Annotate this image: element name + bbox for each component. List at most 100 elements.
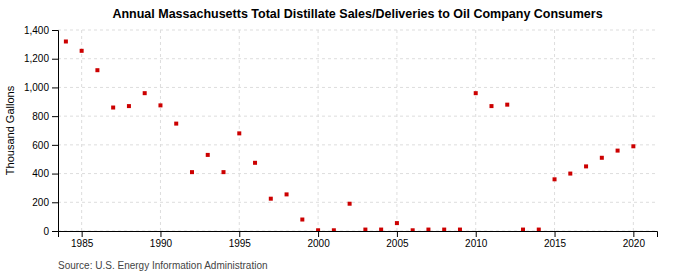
tick-label: 600 (32, 140, 49, 151)
point (505, 103, 509, 107)
axis-line (59, 232, 658, 238)
tick: 800 (32, 111, 58, 122)
chart: 1985 1990 1995 2000 2005 2010 2015 2020 0 200 400 6… (0, 0, 675, 275)
tick: 1995 (229, 231, 252, 249)
x-axis: 1985 1990 1995 2000 2005 2010 2015 2020 (59, 231, 658, 249)
tick: 1990 (150, 231, 173, 249)
tick-mark (52, 174, 58, 175)
tick-mark (52, 116, 58, 117)
tick: 600 (32, 140, 58, 151)
point (395, 221, 399, 225)
tick-label: 1985 (71, 238, 94, 249)
point (158, 103, 162, 107)
tick-mark (52, 145, 58, 146)
grid-line (58, 30, 657, 31)
tick-label: 1990 (150, 238, 173, 249)
grid-line (554, 30, 555, 231)
point (426, 228, 430, 231)
grid-line (58, 87, 657, 88)
point (253, 161, 257, 165)
y-axis-title: Thousand Gallons (4, 85, 16, 175)
tick-label: 800 (32, 111, 49, 122)
point (348, 202, 352, 206)
point (631, 144, 635, 148)
point (568, 172, 572, 176)
point (174, 122, 178, 126)
points (64, 39, 635, 231)
point (379, 228, 383, 231)
point (237, 131, 241, 135)
tick: 2005 (386, 231, 409, 249)
point (143, 91, 147, 95)
grid-line (58, 144, 657, 145)
tick: 1985 (71, 231, 94, 249)
tick-mark (52, 87, 58, 88)
point (458, 228, 462, 231)
point (269, 197, 273, 201)
tick-label: 2010 (465, 238, 488, 249)
grid-line (58, 202, 657, 203)
tick-mark (82, 231, 83, 237)
grid (58, 30, 657, 231)
tick-label: 200 (32, 197, 49, 208)
tick-mark (239, 231, 240, 237)
plot: 1985 1990 1995 2000 2005 2010 2015 2020 0 200 400 6… (24, 25, 658, 249)
tick: 2020 (623, 231, 646, 249)
tick-label: 2015 (544, 238, 567, 249)
point (80, 49, 84, 53)
tick-mark (476, 231, 477, 237)
point (64, 39, 68, 43)
tick: 2015 (544, 231, 567, 249)
point (363, 228, 367, 231)
point (111, 106, 115, 110)
grid-line (475, 30, 476, 231)
point (584, 164, 588, 168)
point (521, 228, 525, 231)
point (489, 104, 493, 108)
tick: 1,200 (24, 53, 58, 64)
point (411, 228, 415, 231)
tick-label: 1,200 (24, 53, 49, 64)
point (442, 228, 446, 231)
point (190, 170, 194, 174)
tick-label: 2000 (307, 238, 330, 249)
tick-mark (555, 231, 556, 237)
tick-mark (633, 231, 634, 237)
tick: 2010 (465, 231, 488, 249)
point (127, 104, 131, 108)
point (474, 91, 478, 95)
tick: 2000 (307, 231, 330, 249)
point (332, 228, 336, 231)
y-axis: 0 200 400 600 800 1,000 1,200 1,400 (24, 25, 59, 237)
grid-line (633, 30, 634, 231)
point (316, 228, 320, 231)
grid-line (58, 173, 657, 174)
point (537, 228, 541, 231)
tick-mark (160, 231, 161, 237)
tick-label: 400 (32, 168, 49, 179)
tick-mark (52, 59, 58, 60)
title: Annual Massachusetts Total Distillate Sa… (112, 7, 602, 21)
tick-mark (52, 202, 58, 203)
point (285, 192, 289, 196)
point (616, 149, 620, 153)
point (222, 170, 226, 174)
grid-line (81, 30, 82, 231)
grid-line (318, 30, 319, 231)
tick-label: 1,400 (24, 25, 49, 36)
grid-line (396, 30, 397, 231)
point (600, 156, 604, 160)
tick: 400 (32, 168, 58, 179)
grid-line (58, 116, 657, 117)
tick-label: 2005 (386, 238, 409, 249)
tick: 1,400 (24, 25, 58, 36)
tick: 0 (43, 226, 58, 237)
tick-label: 1,000 (24, 82, 49, 93)
tick-mark (52, 231, 58, 232)
tick: 200 (32, 197, 58, 208)
tick-label: 1995 (229, 238, 252, 249)
point (95, 68, 99, 72)
point (553, 177, 557, 181)
tick-label: 2020 (623, 238, 646, 249)
axis-line (52, 31, 59, 232)
